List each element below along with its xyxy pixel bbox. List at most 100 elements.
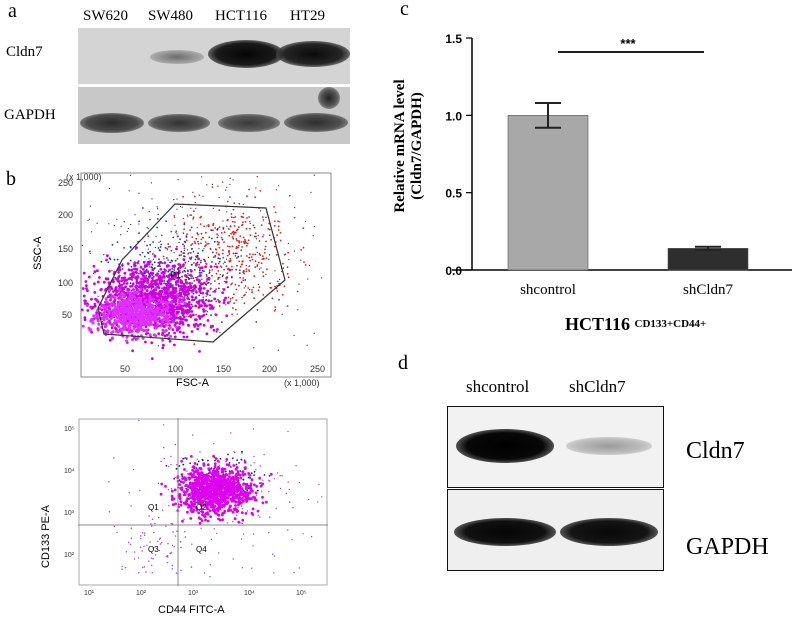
scatter-dot xyxy=(230,232,233,235)
scatter-dot xyxy=(133,558,136,560)
scatter-dot xyxy=(124,285,127,289)
scatter-dot xyxy=(197,280,201,284)
scatter-dot xyxy=(237,496,240,500)
scatter-dot xyxy=(106,254,109,258)
scatter-dot xyxy=(267,228,270,230)
scatter-dot xyxy=(243,272,246,275)
scatter-dot xyxy=(207,276,211,280)
scatter-dot xyxy=(231,307,234,309)
quadrant-label-q4: Q4 xyxy=(196,545,207,554)
scatter-dot xyxy=(242,482,245,486)
scatter-dot xyxy=(130,265,133,268)
scatter-dot xyxy=(190,303,193,306)
scatter-dot xyxy=(133,551,136,553)
scatter-dot xyxy=(255,321,258,323)
scatter-dot xyxy=(213,465,217,469)
scatter-dot xyxy=(108,269,111,273)
scatter-dot xyxy=(205,291,209,295)
scatter-dot xyxy=(96,328,100,332)
scatter-dot xyxy=(249,253,251,255)
scatter-dot xyxy=(152,241,154,243)
scatter-dot xyxy=(235,247,238,250)
scatter-dot xyxy=(245,270,248,273)
scatter-dot xyxy=(174,502,177,506)
scatter-dot xyxy=(213,289,217,293)
scatter-dot xyxy=(197,511,201,515)
scatter-dot xyxy=(270,238,272,241)
scatter-dot xyxy=(220,499,223,502)
scatter-dot xyxy=(179,500,183,504)
scatter-dot xyxy=(171,264,175,268)
scatter-dot xyxy=(129,285,132,288)
scatter-dot xyxy=(273,478,276,480)
scatter-dot xyxy=(161,509,164,512)
scatter-dot xyxy=(188,260,190,262)
scatter-dot xyxy=(142,207,144,209)
scatter-dot xyxy=(226,522,228,524)
scatter-dot xyxy=(190,207,192,209)
scatter-dot xyxy=(153,261,156,264)
scatter-dot xyxy=(147,235,150,238)
scatter-dot xyxy=(123,326,127,330)
scatter-dot xyxy=(174,535,177,537)
scatter-dot xyxy=(143,265,147,269)
scatter-dot xyxy=(195,207,197,209)
scatter-dot xyxy=(196,254,199,257)
scatter-dot xyxy=(150,285,153,289)
scatter-dot xyxy=(256,176,258,178)
scatter-dot xyxy=(112,321,116,325)
gate-polygon xyxy=(97,203,286,343)
scatter-dot xyxy=(288,194,291,197)
scatter-dot xyxy=(127,330,131,334)
scatter-dot xyxy=(171,523,174,525)
scatter-dot xyxy=(224,280,228,284)
scatter-dot xyxy=(251,258,254,261)
scatter-dot xyxy=(125,278,128,282)
scatter-dot xyxy=(235,299,238,301)
scatter-dot xyxy=(230,499,234,503)
scatter-dot xyxy=(195,487,198,490)
scatter-dot xyxy=(227,296,230,299)
scatter-dot xyxy=(237,520,241,524)
scatter-dot xyxy=(233,488,237,492)
band xyxy=(566,437,652,455)
scatter-dot xyxy=(228,475,231,478)
scatter-dot xyxy=(118,300,122,304)
scatter-dot xyxy=(195,467,198,469)
scatter-dot xyxy=(151,571,154,574)
scatter-dot xyxy=(215,495,219,499)
scatter-dot xyxy=(215,288,218,290)
scatter-dot xyxy=(252,224,255,227)
scatter-dot xyxy=(140,283,144,286)
scatter-dot xyxy=(282,262,284,265)
scatter-dot xyxy=(230,216,233,219)
scatter-dot xyxy=(232,558,234,560)
scatter-dot xyxy=(223,299,226,302)
scatter-dot xyxy=(163,458,165,460)
band xyxy=(454,518,556,546)
scatter-dot xyxy=(130,268,133,272)
scatter-dot xyxy=(268,254,271,256)
scatter-dot xyxy=(224,261,226,263)
scatter-dot xyxy=(178,494,182,498)
scatter-dot xyxy=(188,282,192,285)
scatter-dot xyxy=(146,281,149,285)
scatter-dot xyxy=(237,503,240,507)
scatter-dot xyxy=(241,246,244,248)
scatter-dot xyxy=(104,324,108,328)
scatter-dot xyxy=(186,473,189,475)
ylabel-line-2: (Cldn7/GAPDH) xyxy=(409,92,425,200)
scatter-dot xyxy=(212,229,214,232)
scatter-dot xyxy=(286,266,289,268)
scatter-dot xyxy=(217,278,219,281)
scatter-dot xyxy=(164,246,167,249)
scatter-dot xyxy=(229,183,231,186)
scatter-dot xyxy=(250,497,253,501)
scatter-dot xyxy=(244,240,247,243)
scatter-dot xyxy=(202,464,206,467)
scatter-dot xyxy=(117,302,121,306)
scatter-dot xyxy=(108,511,111,513)
scatter-dot xyxy=(237,506,239,509)
scatter-dot xyxy=(173,545,175,548)
scatter-dot xyxy=(181,275,183,278)
